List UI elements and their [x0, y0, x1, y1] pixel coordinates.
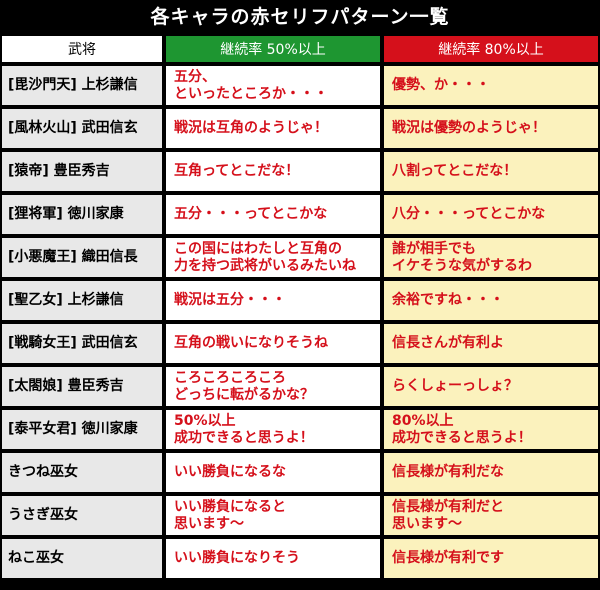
header-rate80: 継続率 80%以上 [382, 34, 600, 64]
table-row: [猿帝] 豊臣秀吉 互角ってとこだな！ 八割ってとこだな！ [0, 150, 600, 193]
line-rate80: 信長様が有利です [382, 537, 600, 580]
table-row: ねこ巫女 いい勝負になりそう 信長様が有利です [0, 537, 600, 580]
character-name: [戦騎女王] 武田信玄 [0, 322, 164, 365]
line-rate50: 戦況は互角のようじゃ！ [164, 107, 382, 150]
line-rate80: 80%以上 成功できると思うよ！ [382, 408, 600, 451]
character-name: [猿帝] 豊臣秀吉 [0, 150, 164, 193]
line-rate50: いい勝負になりそう [164, 537, 382, 580]
line-rate80: 信長さんが有利よ [382, 322, 600, 365]
table-row: うさぎ巫女 いい勝負になると 思います～ 信長様が有利だと 思います～ [0, 494, 600, 537]
line-rate80: 八分・・・ってとこかな [382, 193, 600, 236]
character-name: [小悪魔王] 織田信長 [0, 236, 164, 279]
page-title: 各キャラの赤セリフパターン一覧 [150, 6, 450, 28]
table-row: [戦騎女王] 武田信玄 互角の戦いになりそうね 信長さんが有利よ [0, 322, 600, 365]
line-rate50: この国にはわたしと互角の 力を持つ武将がいるみたいね [164, 236, 382, 279]
character-name: [毘沙門天] 上杉謙信 [0, 64, 164, 107]
table-row: [太閤娘] 豊臣秀吉 ころころころころ どっちに転がるかな？ らくしょーっしょ？ [0, 365, 600, 408]
line-rate80: 戦況は優勢のようじゃ！ [382, 107, 600, 150]
character-name: きつね巫女 [0, 451, 164, 494]
table-row: [風林火山] 武田信玄 戦況は互角のようじゃ！ 戦況は優勢のようじゃ！ [0, 107, 600, 150]
table-row: [狸将軍] 徳川家康 五分・・・ってとこかな 八分・・・ってとこかな [0, 193, 600, 236]
line-rate50: 互角の戦いになりそうね [164, 322, 382, 365]
line-rate50: 五分・・・ってとこかな [164, 193, 382, 236]
line-rate50: いい勝負になると 思います～ [164, 494, 382, 537]
red-line-table: 武将 継続率 50%以上 継続率 80%以上 [毘沙門天] 上杉謙信 五分、 とい… [0, 34, 600, 580]
character-name: [泰平女君] 徳川家康 [0, 408, 164, 451]
line-rate50: 戦況は五分・・・ [164, 279, 382, 322]
character-name: うさぎ巫女 [0, 494, 164, 537]
line-rate80: 余裕ですね・・・ [382, 279, 600, 322]
character-name: [太閤娘] 豊臣秀吉 [0, 365, 164, 408]
line-rate50: 五分、 といったところか・・・ [164, 64, 382, 107]
character-name: [聖乙女] 上杉謙信 [0, 279, 164, 322]
table-row: [小悪魔王] 織田信長 この国にはわたしと互角の 力を持つ武将がいるみたいね 誰が相… [0, 236, 600, 279]
character-name: ねこ巫女 [0, 537, 164, 580]
line-rate80: らくしょーっしょ？ [382, 365, 600, 408]
line-rate50: 互角ってとこだな！ [164, 150, 382, 193]
line-rate50: 50%以上 成功できると思うよ！ [164, 408, 382, 451]
header-row: 武将 継続率 50%以上 継続率 80%以上 [0, 34, 600, 64]
line-rate80: 優勢、か・・・ [382, 64, 600, 107]
table-row: [聖乙女] 上杉謙信 戦況は五分・・・ 余裕ですね・・・ [0, 279, 600, 322]
table-row: きつね巫女 いい勝負になるな 信長様が有利だな [0, 451, 600, 494]
line-rate50: ころころころころ どっちに転がるかな？ [164, 365, 382, 408]
character-name: [狸将軍] 徳川家康 [0, 193, 164, 236]
line-rate80: 信長様が有利だな [382, 451, 600, 494]
character-name: [風林火山] 武田信玄 [0, 107, 164, 150]
line-rate50: いい勝負になるな [164, 451, 382, 494]
line-rate80: 誰が相手でも イケそうな気がするわ [382, 236, 600, 279]
line-rate80: 信長様が有利だと 思います～ [382, 494, 600, 537]
header-rate50: 継続率 50%以上 [164, 34, 382, 64]
table-row: [泰平女君] 徳川家康 50%以上 成功できると思うよ！ 80%以上 成功できると思… [0, 408, 600, 451]
header-name: 武将 [0, 34, 164, 64]
table-row: [毘沙門天] 上杉謙信 五分、 といったところか・・・ 優勢、か・・・ [0, 64, 600, 107]
line-rate80: 八割ってとこだな！ [382, 150, 600, 193]
